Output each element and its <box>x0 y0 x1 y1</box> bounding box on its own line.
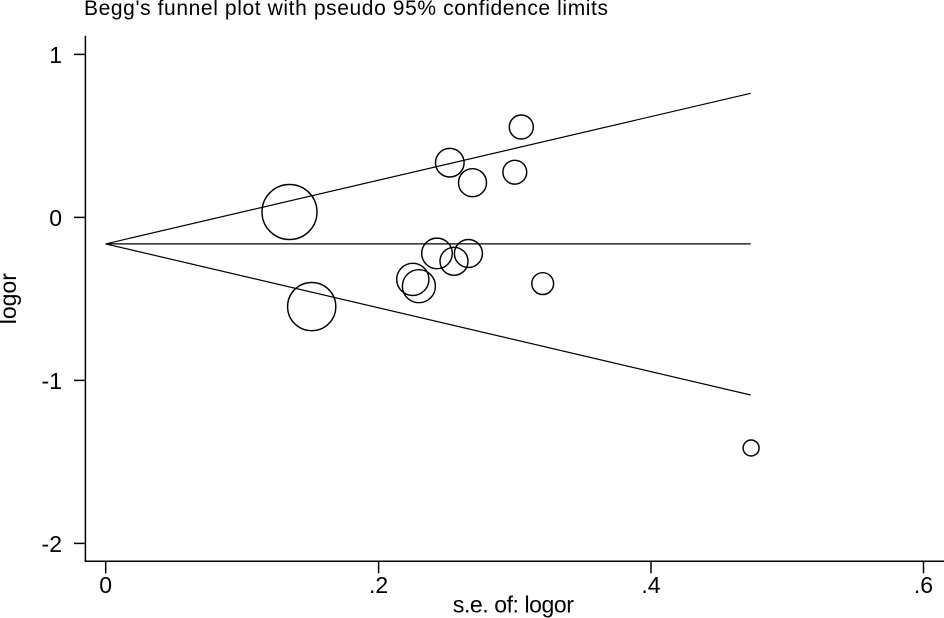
svg-text:Begg's funnel plot with pseudo: Begg's funnel plot with pseudo 95% confi… <box>84 0 608 20</box>
svg-text:-1: -1 <box>42 368 62 394</box>
svg-text:.2: .2 <box>369 572 388 598</box>
svg-text:0: 0 <box>49 205 62 231</box>
svg-text:s.e. of: logor: s.e. of: logor <box>453 591 574 617</box>
svg-text:logor: logor <box>0 273 21 324</box>
svg-text:.4: .4 <box>641 572 660 598</box>
svg-text:0: 0 <box>99 572 112 598</box>
svg-text:.6: .6 <box>914 572 933 598</box>
svg-text:-2: -2 <box>42 531 62 557</box>
svg-text:1: 1 <box>49 42 62 68</box>
